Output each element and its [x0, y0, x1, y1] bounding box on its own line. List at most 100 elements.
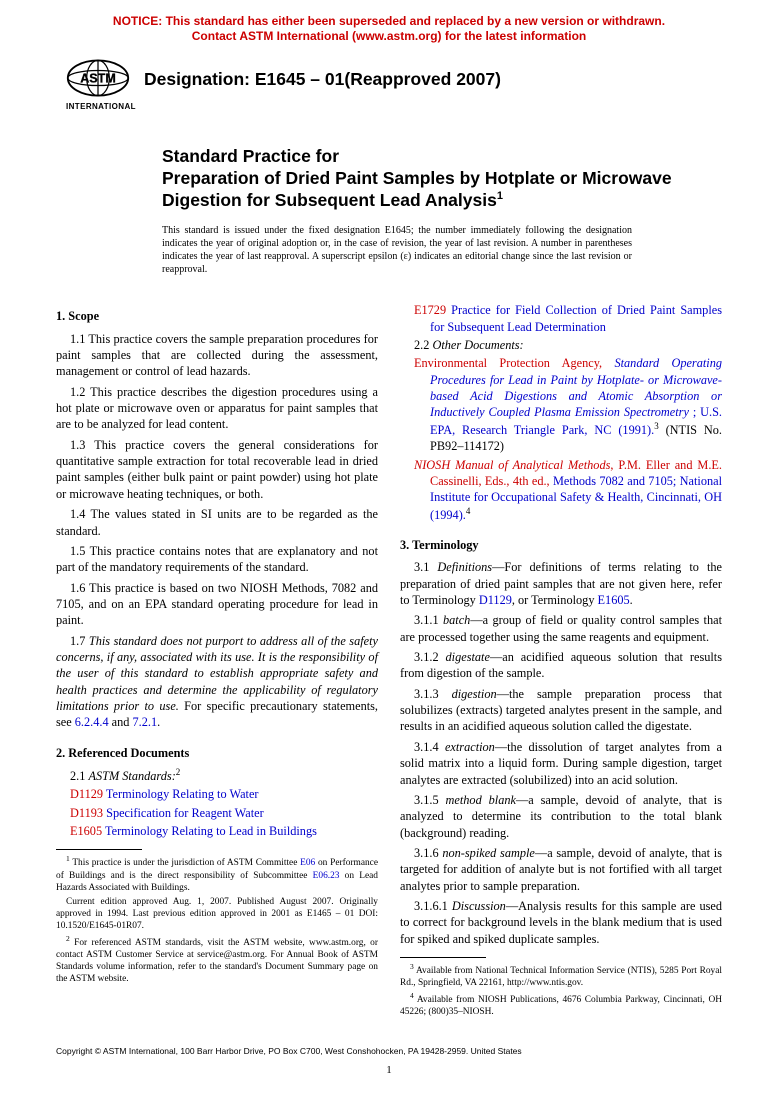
term-extraction: extraction	[445, 740, 495, 754]
notice-line-2: Contact ASTM International (www.astm.org…	[192, 29, 586, 43]
copyright-line: Copyright © ASTM International, 100 Barr…	[56, 1040, 722, 1056]
footnote-ref-4: 4	[466, 506, 471, 516]
para-3-1: 3.1 Definitions—For definitions of terms…	[400, 559, 722, 608]
ref-epa: Environmental Protection Agency, Standar…	[400, 355, 722, 454]
link-d1129[interactable]: D1129	[70, 787, 103, 801]
para-3-1-5: 3.1.5 method blank—a sample, devoid of a…	[400, 792, 722, 841]
title-prefix: Standard Practice for	[162, 146, 722, 168]
p314-lead: 3.1.4	[414, 740, 445, 754]
para-3-1-4: 3.1.4 extraction—the dissolution of targ…	[400, 739, 722, 788]
section-3-heading: 3. Terminology	[400, 537, 722, 553]
title-block: Standard Practice for Preparation of Dri…	[162, 146, 722, 212]
ref-e1729: E1729 Practice for Field Collection of D…	[400, 302, 722, 335]
p312-lead: 3.1.2	[414, 650, 446, 664]
term-method-blank: method blank	[446, 793, 516, 807]
para-3-1-lead: 3.1	[414, 560, 437, 574]
notice-line-1: NOTICE: This standard has either been su…	[113, 14, 665, 28]
para-1-3: 1.3 This practice covers the general con…	[56, 437, 378, 502]
footnote-rule-right	[400, 957, 486, 958]
p315-lead: 3.1.5	[414, 793, 446, 807]
logo-subtext: INTERNATIONAL	[66, 102, 130, 111]
para-3-1-2: 3.1.2 digestate—an acidified aqueous sol…	[400, 649, 722, 682]
para-2-2-lead: 2.2	[414, 338, 432, 352]
link-d1129-inline[interactable]: D1129	[479, 593, 512, 607]
ref-e1605: E1605 Terminology Relating to Lead in Bu…	[56, 823, 378, 839]
designation-line: Designation: E1645 – 01(Reapproved 2007)	[144, 69, 501, 100]
p311-lead: 3.1.1	[414, 613, 443, 627]
para-3-1-d: , or Terminology	[512, 593, 598, 607]
link-7-2-1[interactable]: 7.2.1	[133, 715, 158, 729]
issuance-note: This standard is issued under the fixed …	[162, 224, 632, 277]
para-1-6: 1.6 This practice is based on two NIOSH …	[56, 580, 378, 629]
header-row: ASTM ASTM INTERNATIONAL Designation: E16…	[56, 56, 722, 112]
term-non-spiked: non-spiked sample	[442, 846, 535, 860]
link-d1193[interactable]: D1193	[70, 806, 103, 820]
footnote-4: 4 Available from NIOSH Publications, 467…	[400, 991, 722, 1018]
p313-lead: 3.1.3	[414, 687, 452, 701]
para-3-1-e: .	[630, 593, 633, 607]
svg-text:ASTM: ASTM	[80, 71, 116, 85]
para-3-1-1: 3.1.1 batch—a group of field or quality …	[400, 612, 722, 645]
footnote-3-text: Available from National Technical Inform…	[400, 966, 722, 988]
para-3-1-6: 3.1.6 non-spiked sample—a sample, devoid…	[400, 845, 722, 894]
footnotes-left: 1 This practice is under the jurisdictio…	[56, 849, 378, 985]
para-1-1: 1.1 This practice covers the sample prep…	[56, 331, 378, 380]
para-2-2-italic: Other Documents:	[432, 338, 523, 352]
section-2-heading: 2. Referenced Documents	[56, 745, 378, 761]
para-3-1-6-1: 3.1.6.1 Discussion—Analysis results for …	[400, 898, 722, 947]
link-e1605[interactable]: E1605	[70, 824, 102, 838]
para-1-7: 1.7 This standard does not purport to ad…	[56, 633, 378, 731]
para-1-5: 1.5 This practice contains notes that ar…	[56, 543, 378, 576]
link-e1605-inline[interactable]: E1605	[598, 593, 630, 607]
footnote-3: 3 Available from National Technical Info…	[400, 962, 722, 989]
title-footnote-1: 1	[497, 190, 503, 202]
notice-banner: NOTICE: This standard has either been su…	[56, 14, 722, 44]
ref-d1129: D1129 Terminology Relating to Water	[56, 786, 378, 802]
link-d1129-title[interactable]: Terminology Relating to Water	[103, 787, 258, 801]
astm-logo: ASTM ASTM INTERNATIONAL	[66, 56, 130, 112]
para-1-7-and: and	[109, 715, 133, 729]
link-epa-agency[interactable]: Environmental Protection Agency,	[414, 356, 602, 370]
ref-d1193: D1193 Specification for Reagent Water	[56, 805, 378, 821]
para-1-7-lead: 1.7	[70, 634, 89, 648]
link-niosh-title[interactable]: NIOSH Manual of Analytical Methods	[414, 458, 610, 472]
para-2-2: 2.2 Other Documents:	[400, 337, 722, 353]
para-1-4: 1.4 The values stated in SI units are to…	[56, 506, 378, 539]
title-main-text: Preparation of Dried Paint Samples by Ho…	[162, 168, 672, 210]
link-e1605-title[interactable]: Terminology Relating to Lead in Building…	[102, 824, 317, 838]
title-main: Preparation of Dried Paint Samples by Ho…	[162, 168, 722, 212]
p3161-lead: 3.1.6.1	[414, 899, 452, 913]
footnote-1: 1 This practice is under the jurisdictio…	[56, 854, 378, 893]
term-digestate: digestate	[446, 650, 490, 664]
para-1-7-dot: .	[157, 715, 160, 729]
link-6-2-4-4[interactable]: 6.2.4.4	[75, 715, 109, 729]
p316-lead: 3.1.6	[414, 846, 442, 860]
term-definitions: Definitions	[437, 560, 492, 574]
para-2-1-lead: 2.1	[70, 769, 88, 783]
footnote-2-text: For referenced ASTM standards, visit the…	[56, 938, 378, 984]
footnotes-right: 3 Available from National Technical Info…	[400, 957, 722, 1018]
link-d1193-title[interactable]: Specification for Reagent Water	[103, 806, 264, 820]
link-committee-e06[interactable]: E06	[300, 859, 315, 869]
link-e1729[interactable]: E1729	[414, 303, 446, 317]
footnote-4-text: Available from NIOSH Publications, 4676 …	[400, 995, 722, 1017]
footnote-ref-2: 2	[176, 767, 181, 777]
ref-niosh: NIOSH Manual of Analytical Methods, P.M.…	[400, 457, 722, 523]
term-batch: batch	[443, 613, 470, 627]
term-discussion: Discussion	[452, 899, 506, 913]
para-3-1-3: 3.1.3 digestion—the sample preparation p…	[400, 686, 722, 735]
para-2-1: 2.1 ASTM Standards:2	[56, 767, 378, 784]
link-subcommittee-e06-23[interactable]: E06.23	[313, 871, 340, 881]
body-columns: 1. Scope 1.1 This practice covers the sa…	[56, 302, 722, 1018]
footnote-1-a: This practice is under the jurisdiction …	[70, 859, 300, 869]
para-1-2: 1.2 This practice describes the digestio…	[56, 384, 378, 433]
term-digestion: digestion	[452, 687, 497, 701]
footnote-2: 2 For referenced ASTM standards, visit t…	[56, 934, 378, 985]
para-2-1-italic: ASTM Standards:	[88, 769, 175, 783]
footnote-rule-left	[56, 849, 142, 850]
page-number: 1	[56, 1064, 722, 1076]
section-1-heading: 1. Scope	[56, 308, 378, 324]
link-e1729-title[interactable]: Practice for Field Collection of Dried P…	[430, 303, 722, 333]
page: NOTICE: This standard has either been su…	[0, 0, 778, 1112]
footnote-1-edition: Current edition approved Aug. 1, 2007. P…	[56, 896, 378, 932]
